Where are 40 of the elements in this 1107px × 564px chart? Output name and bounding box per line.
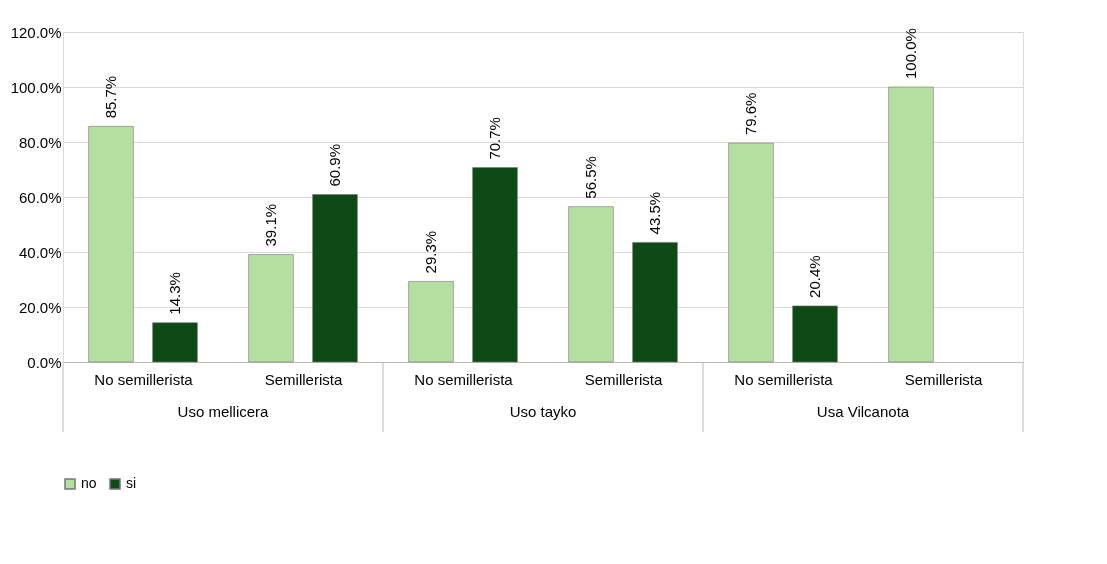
bar (312, 194, 358, 363)
bar (472, 167, 518, 363)
y-tick-label: 100.0% (10, 78, 62, 96)
bar (152, 322, 198, 363)
data-label: 100.0% (902, 28, 919, 79)
text: Uso tayko (509, 403, 577, 420)
x-tick-label: Semillerista (584, 370, 663, 388)
x-tick-label: Semillerista (904, 370, 983, 388)
y-tick-label: 20.0% (18, 298, 62, 316)
y-tick-label: 120.0% (10, 23, 62, 41)
bar (888, 86, 934, 363)
x-tick-label: No semillerista (94, 370, 194, 388)
bar (408, 281, 454, 363)
data-label: 29.3% (422, 230, 439, 274)
y-tick-label: 0.0% (27, 353, 62, 371)
legend-label: si (126, 475, 137, 491)
data-label: 85.7% (102, 75, 119, 119)
legend-label: no (81, 475, 97, 491)
bar (248, 254, 294, 363)
y-tick-label: 60.0% (18, 188, 62, 206)
bar (568, 206, 614, 363)
data-label: 60.9% (326, 143, 343, 187)
bar (632, 242, 678, 363)
bar (88, 126, 134, 363)
data-label: 39.1% (262, 203, 279, 247)
data-label: 70.7% (486, 117, 503, 160)
data-label: 43.5% (646, 191, 663, 235)
data-label: 20.4% (806, 255, 823, 298)
bar (728, 142, 774, 363)
x-tick-label: Semillerista (264, 370, 343, 388)
text: Usa Vilcanota (816, 403, 910, 420)
data-label: 56.5% (582, 156, 599, 199)
text: Uso mellicera (177, 403, 270, 420)
x-tick-label: No semillerista (414, 370, 514, 388)
data-label: 79.6% (742, 92, 759, 136)
bar (792, 305, 838, 363)
x-tick-label: No semillerista (734, 370, 834, 388)
y-tick-label: 80.0% (18, 133, 62, 151)
data-label: 14.3% (166, 272, 183, 315)
y-tick-label: 40.0% (18, 243, 62, 261)
